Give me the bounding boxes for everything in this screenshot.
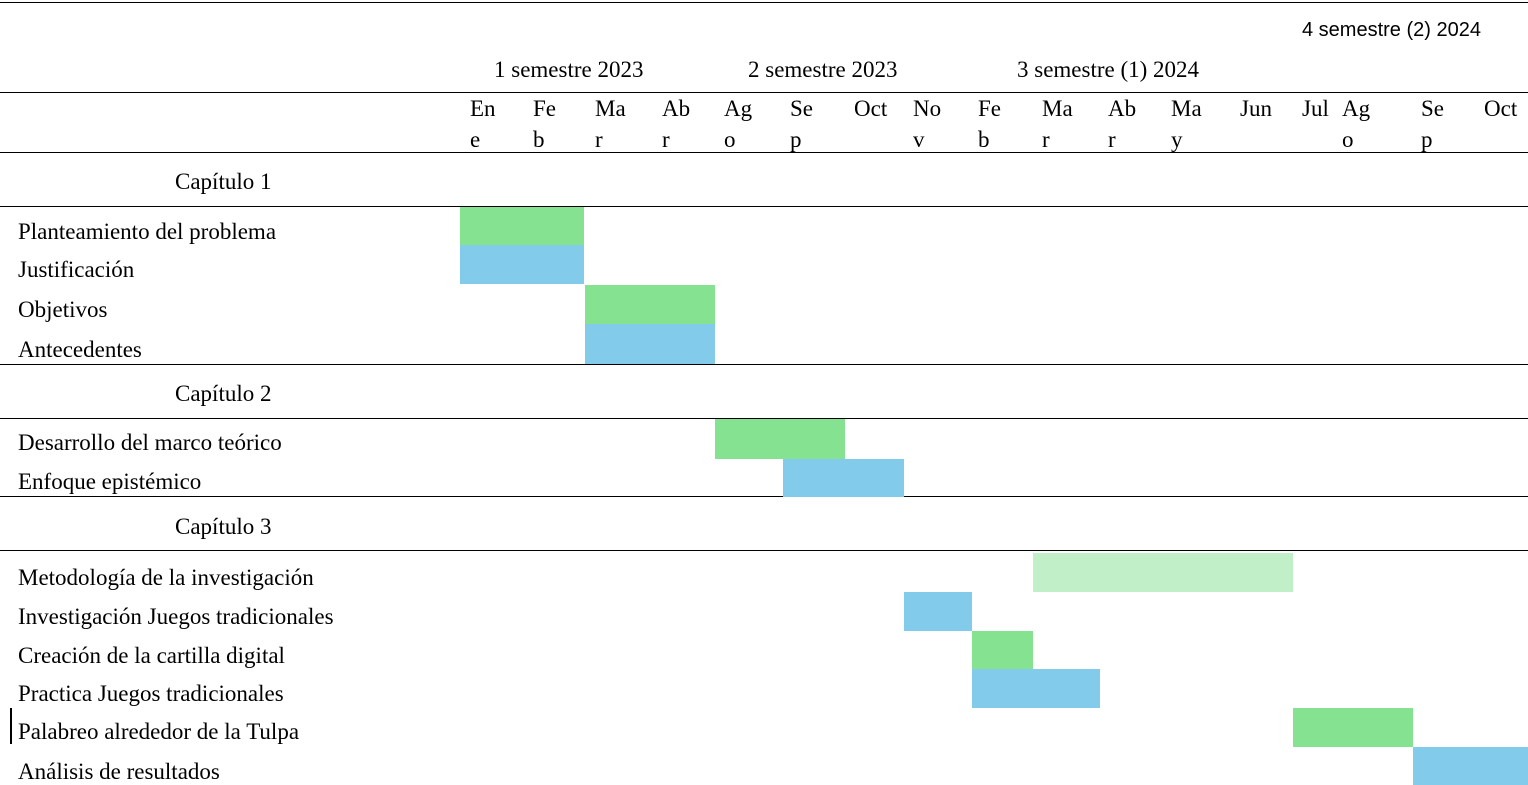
month-header: Jul [1302,96,1329,121]
chapter-1-divider [0,206,1528,207]
month-header: Sep [790,96,813,152]
chapter-2-divider [0,418,1528,419]
month-header: Abr [662,96,691,152]
task-label: Justificación [18,257,135,282]
month-header: Ene [470,96,496,152]
chapter-heading: Capítulo 2 [175,381,272,406]
month-header: Oct [854,96,888,121]
task-label: Practica Juegos tradicionales [18,681,284,706]
chapter-3-divider [0,550,1528,551]
gantt-bar [783,459,904,497]
task-label: Palabreo alrededor de la Tulpa [18,719,300,744]
month-header: Nov [913,96,942,152]
task-label: Objetivos [18,297,108,322]
header-divider [0,2,1528,3]
chapter-heading: Capítulo 1 [175,169,272,194]
semester-label: 4 semestre (2) 2024 [1302,19,1481,41]
gantt-bar [460,245,584,284]
month-header: May [1171,96,1202,152]
month-header: Sep [1421,96,1444,152]
month-header: Ago [724,96,753,152]
task-label: Desarrollo del marco teórico [18,430,282,455]
task-label: Enfoque epistémico [18,469,202,494]
task-label: Análisis de resultados [18,759,220,784]
task-label: Creación de la cartilla digital [18,643,285,668]
month-header: Oct [1484,96,1518,121]
semester-label: 3 semestre (1) 2024 [1017,57,1200,82]
task-label: Investigación Juegos tradicionales [18,604,334,629]
semester-divider [0,92,1528,93]
text-cursor-mark [10,708,12,744]
task-label: Metodología de la investigación [18,565,314,590]
gantt-bar [1293,708,1413,747]
month-header: Jun [1240,96,1272,121]
gantt-bar [1033,553,1293,592]
gantt-bar [904,592,972,631]
chapter-heading: Capítulo 3 [175,514,272,539]
month-header: Feb [533,96,556,152]
month-header: Feb [978,96,1001,152]
gantt-bar [585,324,715,364]
task-label: Antecedentes [18,337,142,362]
gantt-bar [1413,747,1528,785]
semester-label: 1 semestre 2023 [494,57,644,82]
gantt-bar [972,669,1100,708]
month-header: Abr [1108,96,1137,152]
section-2-end-divider [0,496,1528,497]
gantt-bar [585,285,715,324]
gantt-bar [972,631,1033,669]
semester-label: 2 semestre 2023 [748,57,898,82]
task-label: Planteamiento del problema [18,219,277,244]
month-header: Mar [595,96,626,152]
month-header: Mar [1042,96,1073,152]
section-1-end-divider [0,364,1528,365]
month-divider [0,152,1528,153]
month-header: Ago [1342,96,1371,152]
gantt-bar [460,207,584,245]
gantt-bar [715,419,845,459]
